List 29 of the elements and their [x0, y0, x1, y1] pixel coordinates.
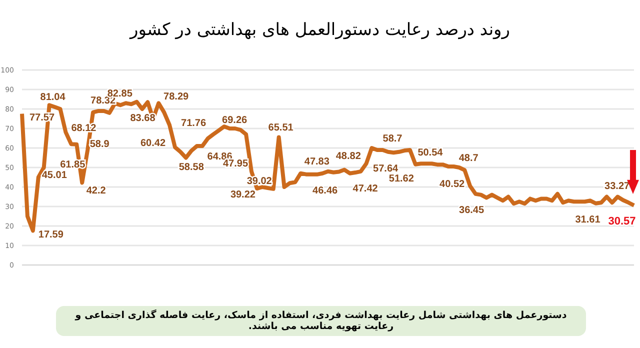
data-label: 57.64 — [373, 164, 399, 175]
data-label: 58.7 — [382, 134, 403, 145]
data-label: 33.27 — [604, 181, 630, 192]
data-label: 47.83 — [304, 156, 330, 168]
chart-title: روند درصد رعایت دستورالعمل های بهداشتی در کشور — [128, 20, 511, 40]
data-label: 78.29 — [164, 91, 190, 102]
data-label: 42.2 — [86, 186, 106, 197]
data-label: 69.26 — [222, 114, 248, 126]
data-label: 48.7 — [458, 153, 479, 164]
data-label: 30.57 — [608, 215, 636, 228]
data-label: 51.62 — [388, 173, 414, 184]
data-label: 48.82 — [336, 150, 362, 162]
data-label: 39.22 — [230, 190, 256, 201]
data-label: 17.59 — [38, 230, 64, 241]
data-label: 65.51 — [268, 122, 294, 134]
data-label: 46.46 — [312, 185, 338, 196]
data-label: 60.42 — [140, 138, 166, 150]
data-label: 83.68 — [130, 112, 156, 124]
data-label: 45.01 — [42, 170, 68, 182]
data-label: 58.58 — [178, 162, 204, 173]
data-label: 81.04 — [40, 92, 66, 103]
data-label: 36.45 — [459, 204, 484, 216]
data-label: 50.54 — [418, 147, 444, 158]
data-label: 71.76 — [181, 118, 206, 130]
data-label: 58.9 — [90, 139, 110, 150]
data-label: 40.52 — [440, 178, 466, 190]
data-label: 31.61 — [575, 214, 601, 226]
text: دستورعمل های بهداشتی شامل رعایت بهداشت فردی، استفاده از ماسک، رعایت فاصله گذاری اجتماعی و رعایت تهویه مناسب می باشند. — [56, 306, 586, 336]
data-label: 47.42 — [352, 184, 378, 195]
